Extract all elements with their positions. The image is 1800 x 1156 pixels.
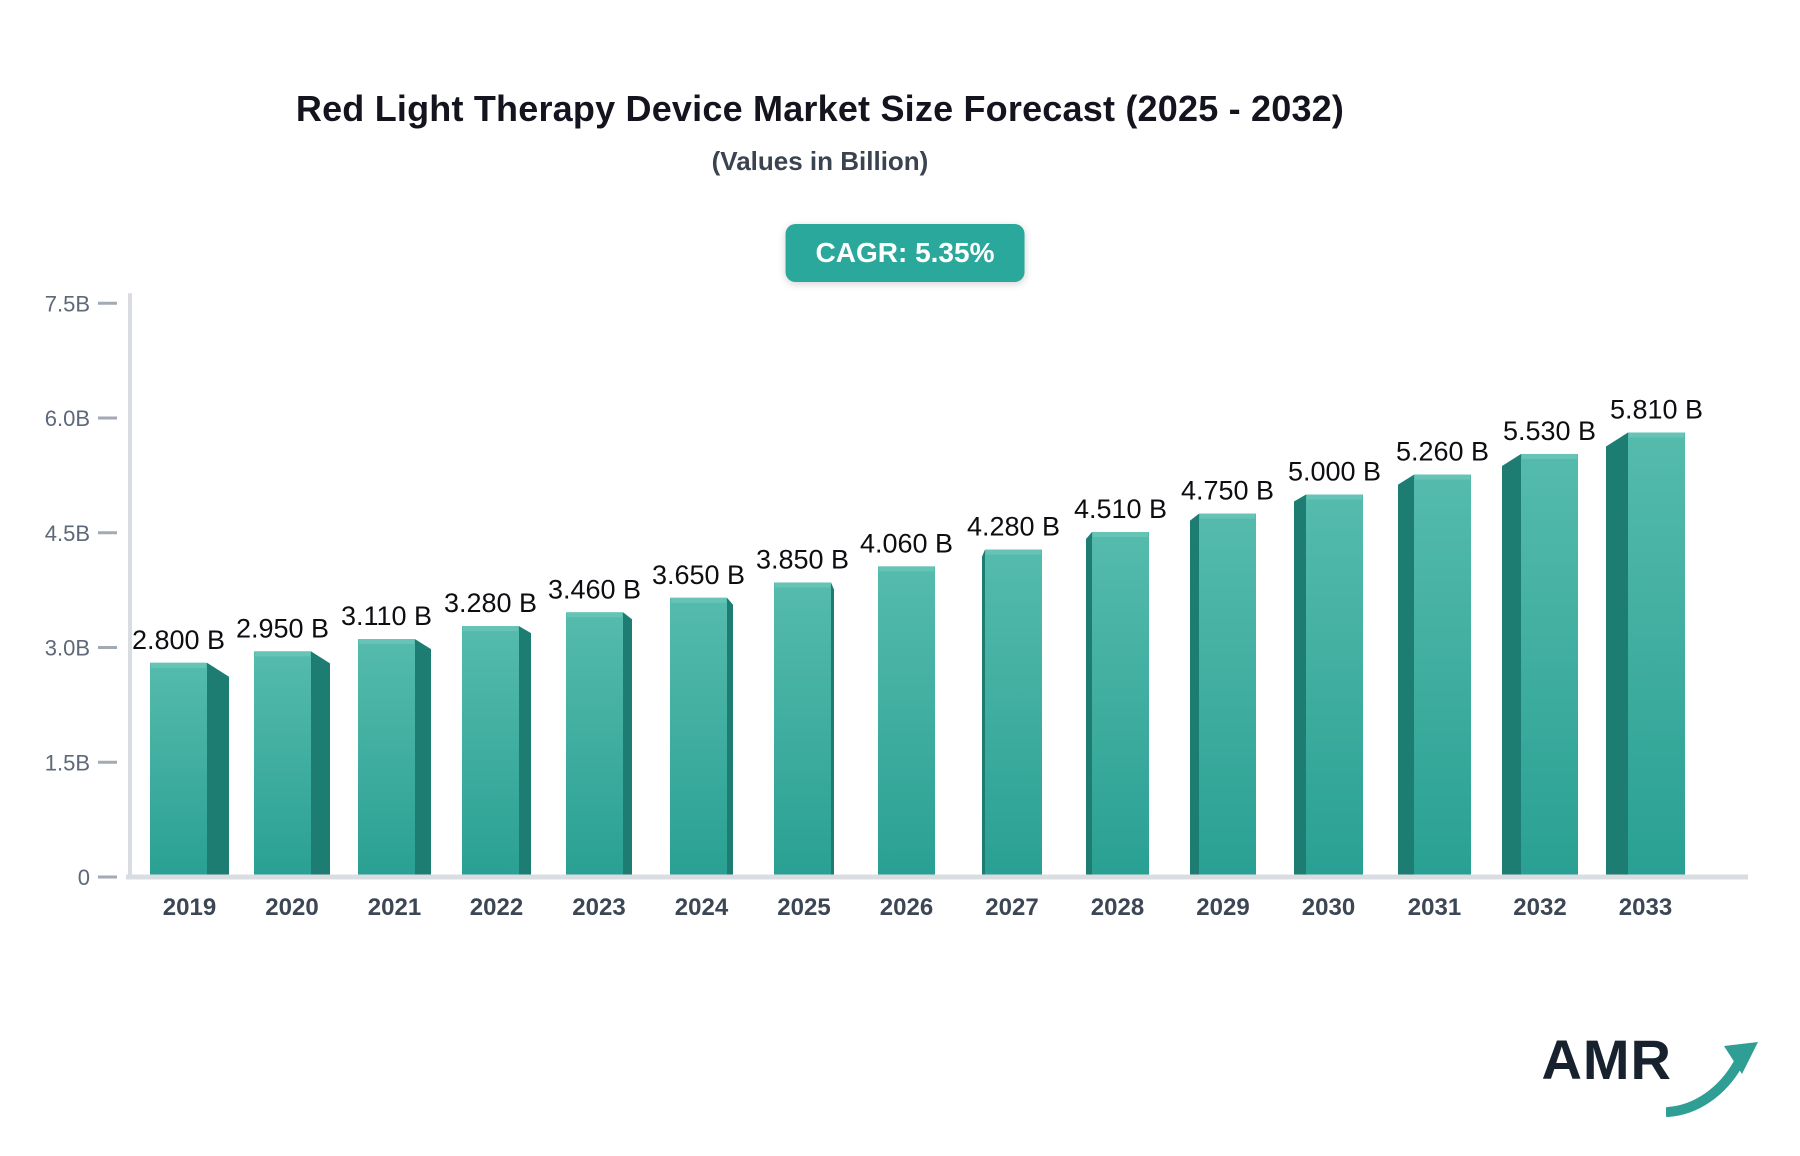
bar-value-label: 3.850 B	[756, 544, 849, 574]
bar-side-2022	[519, 626, 531, 877]
bar-2021	[358, 639, 415, 877]
bar-2029	[1199, 513, 1256, 877]
y-tick-label: 6.0B	[45, 406, 90, 431]
page-title: Red Light Therapy Device Market Size For…	[295, 88, 1345, 129]
bar-value-label: 4.510 B	[1074, 494, 1167, 524]
x-tick-label: 2024	[675, 894, 729, 921]
bar-value-label: 2.950 B	[236, 613, 329, 643]
x-tick-label: 2019	[163, 894, 216, 921]
bar-value-label: 3.110 B	[341, 601, 432, 631]
x-tick-label: 2022	[470, 894, 523, 921]
bar-side-2029	[1190, 513, 1199, 877]
bar-2033	[1628, 432, 1685, 877]
bar-value-label: 4.750 B	[1181, 476, 1274, 506]
x-tick-label: 2026	[880, 894, 933, 921]
bar-2025	[774, 582, 831, 877]
bar-value-label: 3.460 B	[548, 574, 641, 604]
bar-2027	[985, 549, 1042, 877]
x-tick-label: 2021	[368, 894, 421, 921]
bar-side-2027	[982, 549, 985, 877]
bar-side-2024	[727, 597, 733, 877]
x-tick-label: 2030	[1302, 894, 1355, 921]
x-tick-label: 2023	[572, 894, 625, 921]
bar-value-label: 4.060 B	[860, 528, 953, 558]
x-tick-label: 2027	[985, 894, 1038, 921]
bar-2032	[1521, 453, 1578, 877]
bar-value-label: 5.000 B	[1288, 457, 1381, 487]
x-tick-label: 2025	[777, 894, 830, 921]
bar-side-2021	[415, 639, 431, 877]
bar-value-label: 5.530 B	[1503, 416, 1596, 446]
bar-side-2028	[1086, 531, 1092, 877]
y-tick-label: 7.5B	[45, 291, 90, 316]
bar-2026	[878, 566, 935, 877]
y-tick-label: 4.5B	[45, 521, 90, 546]
bar-side-2025	[831, 582, 834, 877]
bar-value-label: 3.650 B	[652, 560, 745, 590]
bar-2019	[150, 662, 207, 877]
bar-value-label: 2.800 B	[132, 625, 225, 655]
bar-side-2032	[1502, 453, 1521, 877]
y-tick-label: 1.5B	[45, 750, 90, 775]
bar-2024	[670, 597, 727, 877]
growth-arrow-icon	[1666, 1042, 1758, 1117]
x-tick-label: 2020	[265, 894, 318, 921]
page-subtitle: (Values in Billion)	[711, 146, 929, 176]
y-tick-label: 0	[78, 865, 90, 890]
amr-logo-text: AMR	[1541, 1028, 1672, 1091]
bar-side-2030	[1294, 494, 1306, 877]
x-tick-label: 2033	[1619, 894, 1672, 921]
bar-2023	[566, 612, 623, 877]
bar-value-label: 4.280 B	[967, 512, 1060, 542]
bar-side-2019	[207, 662, 229, 877]
bar-2022	[462, 626, 519, 877]
bar-side-2020	[311, 651, 330, 877]
bar-side-2031	[1398, 474, 1414, 877]
bar-value-label: 5.260 B	[1396, 437, 1489, 467]
bar-value-label: 5.810 B	[1610, 395, 1703, 425]
y-tick-label: 3.0B	[45, 636, 90, 661]
bar-2028	[1092, 531, 1149, 877]
x-tick-label: 2032	[1513, 894, 1566, 921]
bar-value-label: 3.280 B	[444, 588, 537, 618]
bar-side-2023	[623, 612, 632, 877]
bar-2031	[1414, 474, 1471, 877]
x-tick-label: 2029	[1196, 894, 1249, 921]
x-tick-label: 2031	[1408, 894, 1461, 921]
x-tick-label: 2028	[1091, 894, 1144, 921]
amr-logo: AMR	[1541, 1032, 1762, 1120]
cagr-badge: CAGR: 5.35%	[785, 224, 1025, 282]
bar-2030	[1306, 494, 1363, 877]
bar-2020	[254, 651, 311, 877]
bar-side-2033	[1606, 432, 1628, 877]
